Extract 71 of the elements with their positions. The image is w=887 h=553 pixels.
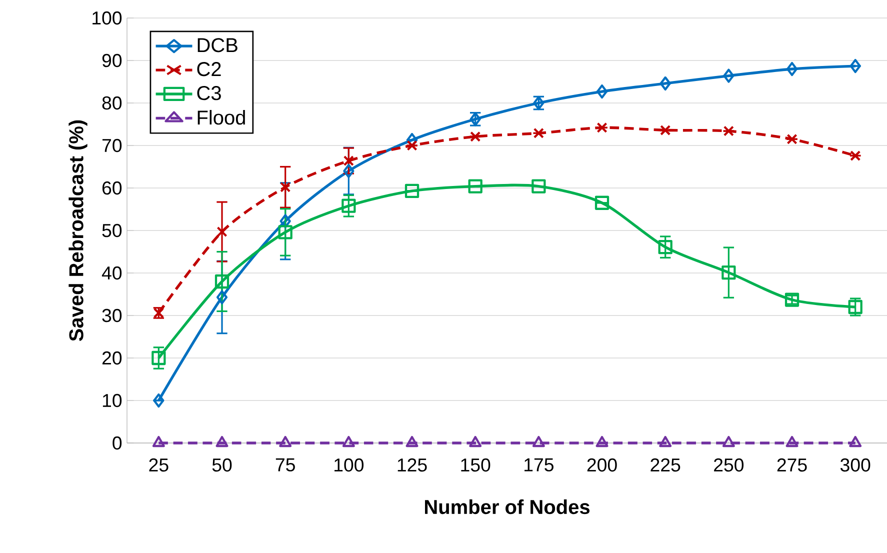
point [406, 436, 418, 448]
point [404, 184, 420, 198]
point [280, 182, 291, 192]
point [722, 266, 736, 280]
y-tick-label: 90 [102, 54, 122, 68]
point [469, 436, 482, 448]
x-tick-label: 175 [524, 458, 554, 472]
point [152, 350, 166, 366]
point [659, 436, 672, 448]
point [216, 290, 228, 304]
point [532, 436, 545, 448]
point [786, 436, 798, 448]
point [596, 84, 608, 99]
point [723, 126, 734, 136]
point [533, 128, 544, 138]
point [849, 436, 862, 448]
point [594, 196, 610, 210]
y-tick-label: 50 [102, 224, 122, 238]
y-tick-label: 100 [92, 11, 122, 25]
point [786, 62, 798, 76]
point [850, 58, 861, 74]
y-tick-label: 20 [102, 351, 122, 365]
point [850, 150, 861, 162]
point [722, 436, 735, 448]
point [216, 226, 228, 238]
legend-label: DCB [198, 38, 238, 52]
point [152, 436, 165, 448]
x-tick-label: 200 [587, 458, 617, 472]
point [660, 124, 671, 136]
point [343, 164, 354, 178]
point [596, 436, 608, 448]
y-tick-label: 0 [112, 436, 122, 450]
point [342, 436, 355, 448]
y-tick-label: 30 [102, 308, 122, 322]
point [278, 225, 292, 240]
point [406, 140, 418, 151]
y-tick-label: 60 [102, 181, 122, 195]
x-tick-label: 300 [840, 458, 870, 472]
x-tick-label: 225 [650, 458, 680, 472]
point [532, 179, 546, 194]
y-tick-label: 40 [102, 266, 122, 280]
point [470, 131, 481, 142]
point [214, 274, 230, 289]
y-tick-label: 70 [102, 138, 122, 152]
x-tick-label: 100 [334, 458, 364, 472]
x-tick-label: 25 [149, 458, 168, 472]
x-tick-label: 75 [276, 458, 295, 472]
point [279, 436, 292, 448]
point [342, 198, 356, 213]
y-tick-label: 80 [102, 96, 122, 110]
point [660, 76, 671, 91]
x-tick-label: 275 [777, 458, 807, 472]
legend-label: C2 [197, 62, 221, 76]
point [786, 134, 798, 144]
point [280, 214, 291, 228]
y-tick-label: 10 [102, 394, 122, 408]
point [658, 240, 672, 254]
point [153, 393, 164, 408]
legend-label: C3 [197, 86, 221, 100]
x-tick-label: 50 [212, 458, 232, 472]
legend-label: Flood [198, 110, 245, 125]
x-tick-label: 250 [714, 458, 744, 472]
x-tick-label: 150 [461, 458, 490, 472]
point [723, 68, 734, 83]
point [216, 436, 228, 448]
point [596, 122, 608, 133]
y-axis-title: Saved Rebroadcast (%) [68, 120, 88, 342]
x-axis-title: Number of Nodes [425, 499, 590, 514]
x-tick-label: 125 [398, 458, 427, 472]
point [468, 179, 482, 194]
point [343, 155, 354, 166]
